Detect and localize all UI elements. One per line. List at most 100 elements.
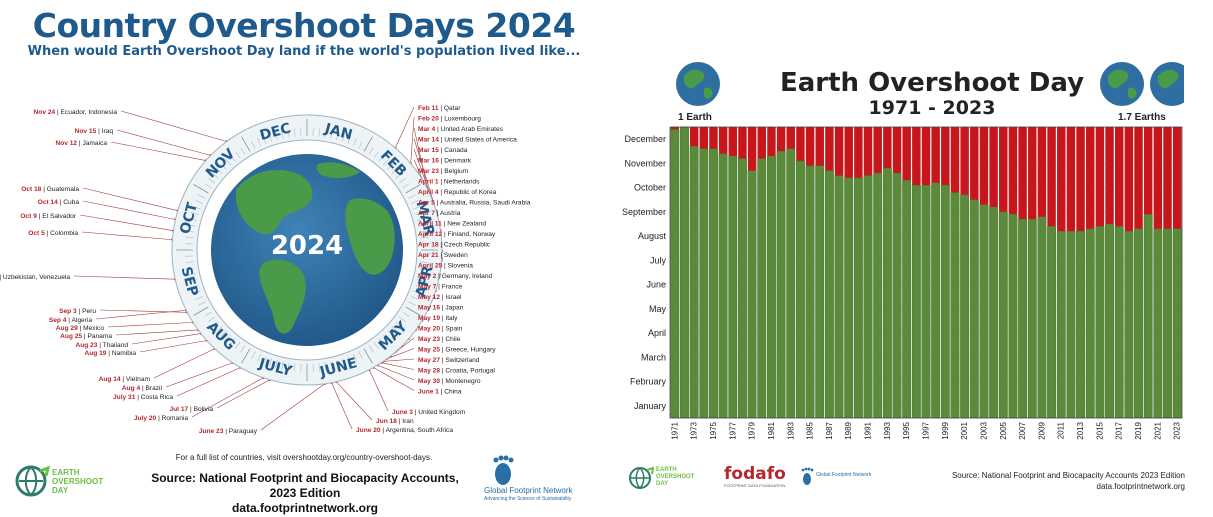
- overshoot-bar-red: [863, 127, 873, 176]
- overshoot-bar-green: [1172, 228, 1182, 419]
- overshoot-bar-red: [834, 127, 844, 176]
- gfn-name: Global Footprint Network: [484, 486, 573, 495]
- overshoot-bar-red: [805, 127, 815, 166]
- overshoot-bar-green: [969, 199, 979, 419]
- day-tick: [415, 211, 424, 216]
- day-tick: [363, 348, 373, 364]
- country-name: | United Kingdom: [413, 409, 466, 416]
- day-tick: [419, 230, 428, 233]
- day-tick: [341, 133, 346, 142]
- country-overshoot-label: May 12 | Israel: [418, 294, 462, 301]
- country-overshoot-label: May 16 | Japan: [418, 305, 464, 312]
- country-name: | United States of America: [439, 137, 517, 144]
- y-tick-label: June: [646, 280, 666, 290]
- country-name: | Italy: [440, 315, 458, 322]
- x-tick-label: 1985: [806, 421, 815, 439]
- overshoot-bar-green: [795, 160, 805, 419]
- country-name: | Bolivia: [188, 406, 213, 413]
- country-name: | Paraguay: [223, 428, 257, 435]
- overshoot-bar-green: [940, 184, 950, 419]
- source-url: data.footprintnetwork.org: [1096, 482, 1186, 491]
- overshoot-bar-red: [757, 127, 767, 159]
- day-tick: [185, 261, 194, 264]
- x-tick-label: 1991: [864, 421, 873, 439]
- day-tick: [402, 183, 410, 189]
- leader-line: [395, 106, 415, 149]
- overshoot-bar-red: [1076, 127, 1085, 232]
- leader-line: [139, 340, 207, 353]
- country-overshoot-label: Apr 18 | Czech Republic: [418, 242, 491, 249]
- country-name: | Vietnam: [121, 376, 151, 383]
- overshoot-bar-green: [873, 172, 883, 419]
- country-name: | Republic of Korea: [439, 189, 497, 196]
- country-overshoot-label: April 25 | Slovenia: [418, 263, 473, 270]
- overshoot-bar-red: [1066, 127, 1076, 232]
- overshoot-bar-green: [815, 165, 825, 419]
- overshoot-bar-red: [1095, 127, 1105, 227]
- overshoot-bar-red: [902, 127, 911, 181]
- y-tick-label: July: [650, 255, 667, 265]
- day-tick: [198, 301, 206, 306]
- source-url: data.footprintnetwork.org: [232, 501, 378, 515]
- country-overshoot-label: Sep 3 | Peru: [59, 308, 96, 315]
- overshoot-date: Oct 18: [21, 186, 41, 193]
- country-name: | El Salvador: [37, 213, 77, 220]
- day-tick: [408, 194, 416, 199]
- country-overshoot-label: Aug 14 | Vietnam: [99, 376, 151, 383]
- country-name: | Thailand: [97, 342, 128, 349]
- overshoot-bar-green: [1163, 228, 1172, 419]
- overshoot-bar-red: [931, 127, 940, 183]
- country-overshoot-label: July 31 | Costa Rica: [113, 394, 173, 401]
- country-overshoot-label: May 23 | Chile: [418, 336, 461, 343]
- day-tick: [363, 136, 373, 152]
- day-tick: [408, 301, 416, 306]
- country-overshoot-label: Oct 5 | Colombia: [28, 230, 78, 237]
- country-name: | Croatia, Portugal: [440, 368, 495, 375]
- country-name: | Montenegro: [440, 378, 481, 385]
- one-earth-label: 1 Earth: [678, 112, 712, 123]
- country-overshoot-label: Aug 19 | Namibia: [84, 350, 136, 357]
- country-name: | Austria: [435, 210, 461, 217]
- leader-line: [153, 348, 215, 379]
- country-overshoot-label: Aug 29 | Mexico: [56, 325, 105, 332]
- page-subtitle: When would Earth Overshoot Day land if t…: [27, 44, 581, 59]
- overshoot-bar-red: [1105, 127, 1114, 224]
- overshoot-date: Nov 15: [75, 128, 97, 135]
- overshoot-bar-green: [1134, 228, 1143, 419]
- x-tick-label: 2015: [1095, 421, 1104, 439]
- page-title: Country Overshoot Days 2024: [32, 6, 576, 45]
- country-overshoot-label: Oct 18 | Guatemala: [21, 186, 79, 193]
- month-label: DEC: [258, 120, 293, 144]
- day-tick: [229, 338, 236, 346]
- day-tick: [341, 358, 346, 367]
- overshoot-bar-green: [680, 126, 689, 419]
- earth-globe-icon: [1100, 62, 1144, 106]
- day-tick: [373, 151, 380, 159]
- y-tick-label: November: [624, 158, 666, 168]
- overshoot-bar-green: [824, 170, 834, 419]
- leader-line: [95, 309, 187, 320]
- country-name: | Peru: [77, 308, 97, 315]
- day-tick: [353, 353, 357, 362]
- day-tick: [287, 129, 290, 138]
- day-tick: [368, 345, 374, 353]
- x-tick-label: 2003: [979, 421, 988, 439]
- overshoot-bar-green: [1047, 226, 1057, 419]
- overshoot-date: Nov 12: [55, 140, 77, 147]
- leader-line: [377, 364, 415, 381]
- country-name: | Czech Republic: [439, 242, 491, 249]
- eod-logo: EARTH OVERSHOOT DAY: [14, 464, 139, 498]
- country-name: | Panama: [82, 333, 112, 340]
- leader-line: [336, 381, 373, 421]
- country-overshoot-label: May 25 | Greece, Hungary: [418, 347, 496, 354]
- country-overshoot-label: Mar 16 | Denmark: [418, 158, 472, 165]
- eod-logo-line3: DAY: [656, 481, 669, 487]
- day-tick: [216, 325, 223, 332]
- leader-line: [331, 382, 353, 430]
- overshoot-bar-red: [970, 127, 979, 200]
- leader-line: [165, 362, 233, 388]
- overshoot-bar-red: [718, 127, 728, 154]
- country-name: | Colombia: [45, 230, 79, 237]
- overshoot-bar-green: [989, 206, 999, 419]
- country-overshoot-label: April 11 | New Zealand: [418, 221, 486, 228]
